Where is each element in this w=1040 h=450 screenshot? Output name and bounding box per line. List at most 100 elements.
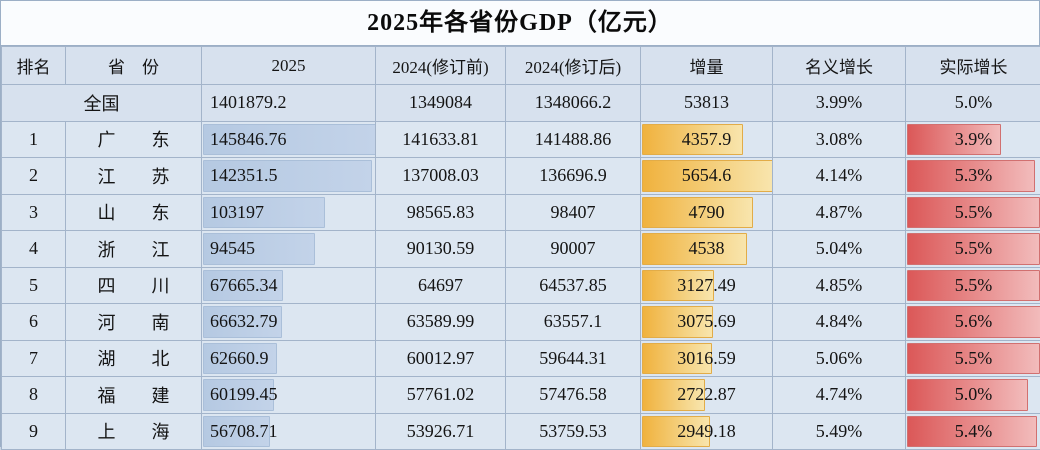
gdp-2024-pre-cell-text: 60012.97 [407, 348, 475, 368]
gdp-2024-post-cell-text: 64537.85 [539, 275, 607, 295]
increment-cell-text: 3127.49 [677, 275, 736, 295]
col-header-2024-pre: 2024(修订前) [376, 47, 506, 85]
nominal-growth-cell: 5.06% [773, 340, 906, 377]
gdp-2025-cell-text: 94545 [202, 238, 255, 258]
rank-cell: 6 [2, 304, 66, 341]
real-growth-cell: 5.5% [906, 194, 1040, 231]
col-header-2025: 2025 [202, 47, 376, 85]
real-growth-cell: 3.9% [906, 121, 1040, 158]
real-growth-cell-text: 5.5% [955, 202, 993, 222]
gdp-2024-post-cell: 90007 [506, 231, 641, 268]
increment-cell: 3075.69 [641, 304, 773, 341]
rank-cell: 2 [2, 158, 66, 195]
province-cell: 江 苏 [66, 158, 202, 195]
gdp-2024-post-cell: 136696.9 [506, 158, 641, 195]
col-header-province: 省 份 [66, 47, 202, 85]
rank-cell-text: 1 [29, 129, 38, 149]
gdp-2024-pre-cell-text: 90130.59 [407, 238, 475, 258]
province-cell-text: 河 南 [98, 313, 170, 333]
real-growth-cell: 5.5% [906, 231, 1040, 268]
nominal-growth-cell: 3.08% [773, 121, 906, 158]
real-growth-cell: 5.5% [906, 340, 1040, 377]
gdp-2025-cell: 142351.5 [202, 158, 376, 195]
nominal-growth-cell-text: 5.49% [816, 421, 863, 441]
gdp-2025-cell: 94545 [202, 231, 376, 268]
nominal-growth-cell: 4.87% [773, 194, 906, 231]
gdp-2025-cell-text: 56708.71 [202, 421, 278, 441]
gdp-2024-post-cell-text: 98407 [551, 202, 596, 222]
province-cell: 福 建 [66, 377, 202, 414]
col-header-increment: 增量 [641, 47, 773, 85]
increment-cell: 53813 [641, 85, 773, 122]
rank-cell: 4 [2, 231, 66, 268]
gdp-2025-cell-text: 66632.79 [202, 311, 278, 331]
gdp-2024-post-cell: 1348066.2 [506, 85, 641, 122]
gdp-2025-cell: 145846.76 [202, 121, 376, 158]
real-growth-cell: 5.4% [906, 413, 1040, 450]
real-growth-cell-text: 5.0% [955, 92, 993, 112]
gdp-2025-cell-text: 145846.76 [202, 129, 287, 149]
gdp-2024-pre-cell: 60012.97 [376, 340, 506, 377]
province-cell: 河 南 [66, 304, 202, 341]
nominal-growth-cell-text: 5.06% [816, 348, 863, 368]
gdp-2024-post-cell: 141488.86 [506, 121, 641, 158]
nominal-growth-cell-text: 4.14% [816, 165, 863, 185]
province-cell: 浙 江 [66, 231, 202, 268]
increment-cell: 2949.18 [641, 413, 773, 450]
gdp-2024-pre-cell-text: 53926.71 [407, 421, 475, 441]
gdp-2024-post-cell-text: 141488.86 [535, 129, 612, 149]
increment-cell-text: 4790 [689, 202, 725, 222]
nominal-growth-cell: 4.85% [773, 267, 906, 304]
gdp-2024-post-cell: 64537.85 [506, 267, 641, 304]
nominal-growth-cell-text: 4.74% [816, 384, 863, 404]
gdp-2024-post-cell: 98407 [506, 194, 641, 231]
gdp-2024-pre-cell: 53926.71 [376, 413, 506, 450]
gdp-2024-pre-cell-text: 63589.99 [407, 311, 475, 331]
gdp-2025-cell: 60199.45 [202, 377, 376, 414]
province-cell: 湖 北 [66, 340, 202, 377]
rank-cell: 7 [2, 340, 66, 377]
gdp-2025-cell-text: 67665.34 [202, 275, 278, 295]
increment-cell: 4538 [641, 231, 773, 268]
nominal-growth-cell-text: 4.85% [816, 275, 863, 295]
rank-cell: 3 [2, 194, 66, 231]
header-row: 排名 省 份 2025 2024(修订前) 2024(修订后) 增量 名义增长 … [2, 47, 1040, 85]
gdp-2024-pre-cell: 90130.59 [376, 231, 506, 268]
nominal-growth-cell-text: 3.99% [816, 92, 863, 112]
real-growth-cell-text: 5.0% [955, 384, 993, 404]
increment-cell: 3016.59 [641, 340, 773, 377]
nominal-growth-cell-text: 4.84% [816, 311, 863, 331]
col-header-real-growth: 实际增长 [906, 47, 1040, 85]
gdp-2024-post-cell: 63557.1 [506, 304, 641, 341]
rank-cell-text: 5 [29, 275, 38, 295]
page-title: 2025年各省份GDP（亿元） [1, 1, 1039, 46]
province-cell-text: 湖 北 [98, 349, 170, 369]
increment-cell: 3127.49 [641, 267, 773, 304]
increment-cell-text: 5654.6 [682, 165, 732, 185]
real-growth-cell-text: 5.4% [955, 421, 993, 441]
province-cell-text: 江 苏 [98, 167, 170, 187]
real-growth-cell-text: 5.6% [955, 311, 993, 331]
col-header-2024-post: 2024(修订后) [506, 47, 641, 85]
increment-cell-text: 53813 [684, 92, 729, 112]
gdp-2025-cell-text: 62660.9 [202, 348, 269, 368]
gdp-2024-post-cell: 59644.31 [506, 340, 641, 377]
gdp-2024-pre-cell: 98565.83 [376, 194, 506, 231]
increment-cell-text: 3075.69 [677, 311, 736, 331]
gdp-2025-cell: 67665.34 [202, 267, 376, 304]
province-cell-text: 广 东 [98, 130, 170, 150]
real-growth-cell: 5.6% [906, 304, 1040, 341]
real-growth-cell-text: 5.5% [955, 238, 993, 258]
gdp-2024-post-cell: 53759.53 [506, 413, 641, 450]
rank-cell-text: 7 [29, 348, 38, 368]
gdp-2024-pre-cell-text: 137008.03 [402, 165, 479, 185]
gdp-2024-pre-cell-text: 98565.83 [407, 202, 475, 222]
real-growth-cell-text: 5.3% [955, 165, 993, 185]
nominal-growth-cell: 4.14% [773, 158, 906, 195]
rank-cell: 1 [2, 121, 66, 158]
gdp-2024-post-cell-text: 1348066.2 [535, 92, 612, 112]
province-cell-text: 福 建 [98, 386, 170, 406]
gdp-2025-cell: 62660.9 [202, 340, 376, 377]
